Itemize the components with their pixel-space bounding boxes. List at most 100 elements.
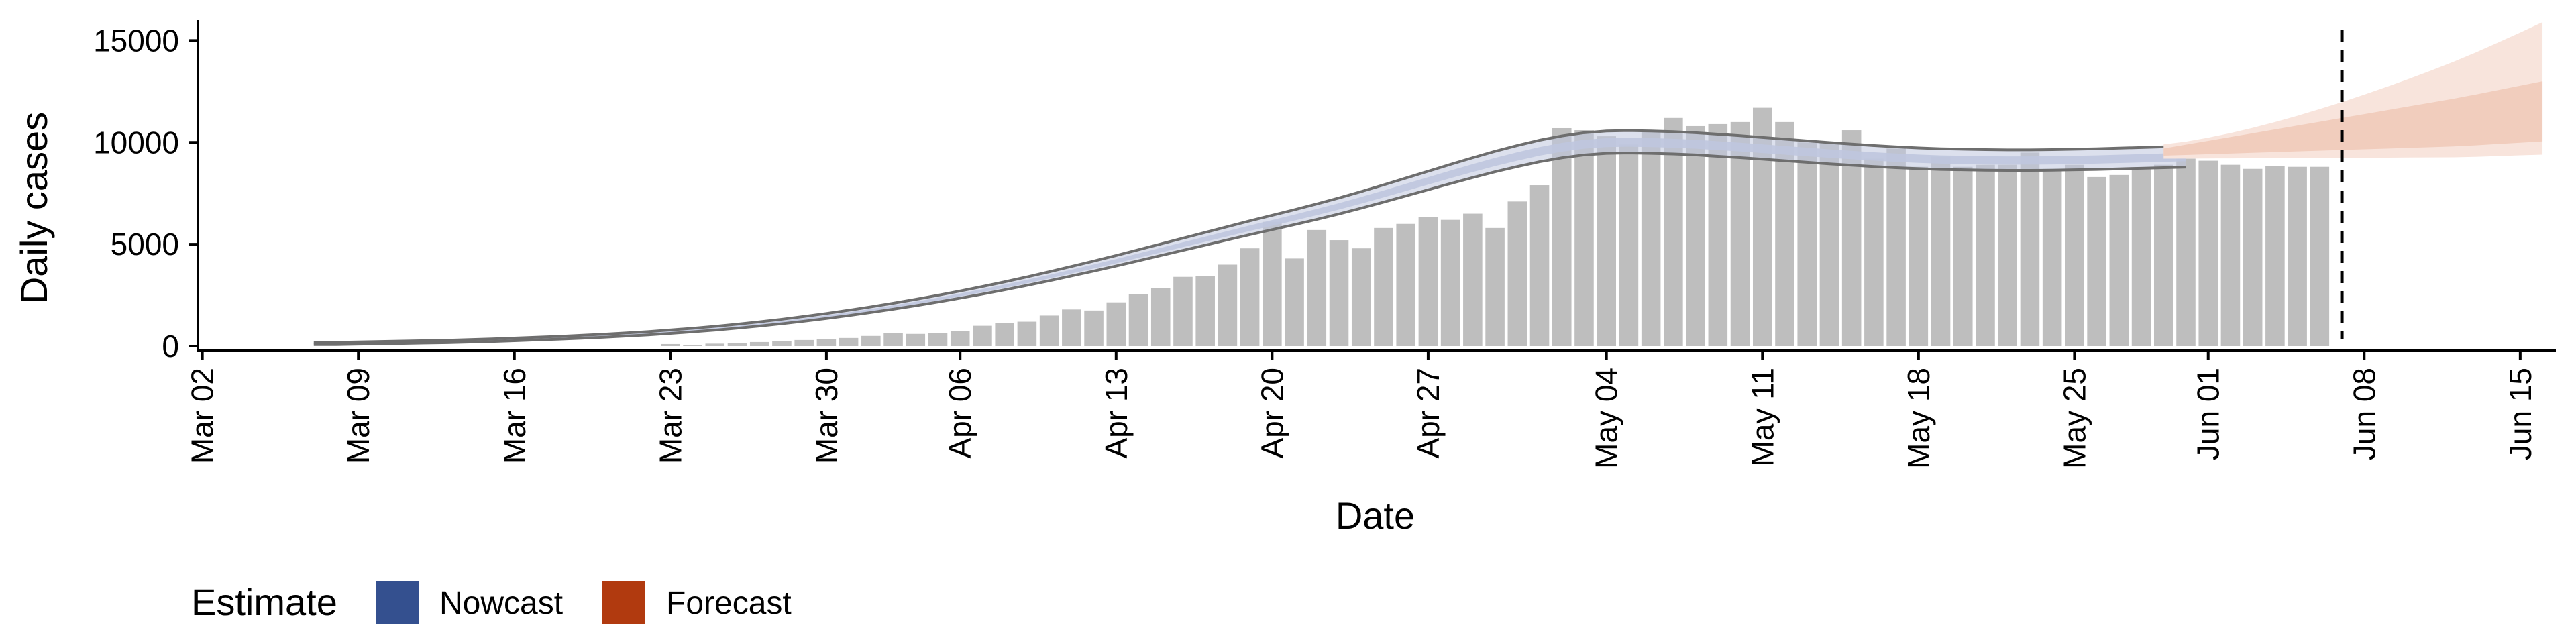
bar: [1797, 142, 1817, 346]
x-tick-label: May 18: [1901, 368, 1936, 469]
x-tick-label: Mar 30: [809, 368, 844, 464]
bar: [1150, 288, 1171, 346]
bar: [1329, 240, 1349, 346]
bar: [1886, 148, 1906, 347]
bar: [1664, 117, 1683, 347]
bar: [1597, 136, 1616, 346]
bar: [2153, 164, 2174, 346]
bar: [1218, 264, 1238, 346]
bar: [1173, 276, 1193, 346]
bar: [995, 323, 1014, 346]
legend-title: Estimate: [191, 581, 337, 623]
x-tick-label: Jun 08: [2347, 368, 2381, 460]
bar: [1931, 156, 1951, 346]
x-tick-label: Apr 27: [1411, 368, 1446, 459]
x-tick-label: Apr 06: [943, 368, 977, 459]
bar: [861, 335, 881, 346]
x-tick-label: Jun 15: [2503, 368, 2538, 460]
bar: [1909, 166, 1929, 346]
bar: [1819, 142, 1839, 346]
bar: [1976, 164, 1995, 346]
bar: [1507, 201, 1527, 346]
bar: [1708, 123, 1728, 346]
bar: [1953, 166, 1973, 346]
bar: [950, 331, 970, 346]
bar: [2109, 174, 2129, 346]
nowcast-layer: [313, 129, 2186, 346]
bar: [1440, 219, 1460, 346]
bar: [839, 337, 859, 346]
legend: Estimate Nowcast Forecast: [191, 581, 792, 624]
y-tick-label: 5000: [111, 227, 179, 262]
bar: [2087, 176, 2106, 346]
nowcast-inner-band: [313, 138, 2186, 345]
bar: [1463, 213, 1483, 346]
bar: [1195, 276, 1215, 346]
y-tick-label: 10000: [93, 125, 179, 160]
bar: [1418, 217, 1438, 346]
bars-layer: [661, 107, 2330, 347]
legend-swatch-forecast: [602, 581, 645, 624]
bar: [1864, 158, 1884, 347]
x-tick-label: Mar 23: [653, 368, 688, 464]
x-tick-label: Apr 13: [1099, 368, 1134, 459]
bar: [1017, 321, 1037, 346]
nowcast-upper-line: [313, 129, 2186, 344]
bar: [2288, 166, 2307, 346]
bar: [2042, 168, 2062, 347]
bar: [2243, 168, 2263, 347]
bar: [1396, 223, 1415, 346]
bar: [2020, 152, 2040, 346]
y-tick-label: 0: [162, 329, 179, 364]
x-tick-label: Mar 09: [341, 368, 376, 464]
bar: [883, 333, 903, 346]
x-tick-label: May 11: [1745, 368, 1780, 466]
bar: [1039, 315, 1059, 346]
bar: [1263, 221, 1282, 346]
bar: [928, 333, 948, 346]
bar: [772, 341, 792, 346]
bar: [2198, 160, 2218, 346]
bar: [1084, 310, 1104, 346]
bar: [1552, 127, 1572, 347]
bar: [727, 343, 747, 346]
y-tick-label: 15000: [93, 23, 179, 58]
nowcast-outer-band: [313, 130, 2186, 345]
bar: [661, 343, 680, 346]
x-tick-label: May 04: [1589, 368, 1624, 469]
x-tick-label: Mar 02: [185, 368, 220, 464]
bar: [1529, 185, 1550, 346]
bar: [1485, 227, 1505, 346]
legend-swatch-nowcast: [376, 581, 419, 624]
bar: [2310, 166, 2330, 346]
bar: [1062, 309, 1081, 346]
x-axis-title: Date: [1336, 494, 1415, 537]
bar: [1619, 144, 1639, 346]
bar: [1574, 130, 1594, 346]
bar: [1240, 248, 1260, 346]
x-tick-label: Jun 01: [2191, 368, 2226, 460]
bar: [1686, 125, 1705, 346]
nowcast-lower-line: [313, 152, 2186, 346]
bar: [749, 341, 769, 346]
bar: [2065, 164, 2084, 346]
bar: [1351, 248, 1371, 346]
bar: [794, 339, 814, 346]
bar: [1641, 130, 1661, 346]
bar: [2265, 166, 2285, 346]
x-tick-label: Apr 20: [1254, 368, 1289, 459]
bar: [2176, 158, 2196, 347]
bar: [1106, 302, 1126, 346]
x-tick-label: Mar 16: [497, 368, 532, 464]
legend-label-forecast: Forecast: [666, 586, 792, 621]
bar: [1128, 294, 1148, 346]
bar: [1285, 258, 1304, 346]
forecast-layer: [2163, 22, 2543, 159]
bar: [1998, 164, 2017, 346]
bar: [2220, 164, 2241, 346]
bar: [1307, 229, 1327, 346]
bar: [816, 339, 837, 346]
bar: [2131, 168, 2151, 347]
bar: [683, 345, 702, 346]
